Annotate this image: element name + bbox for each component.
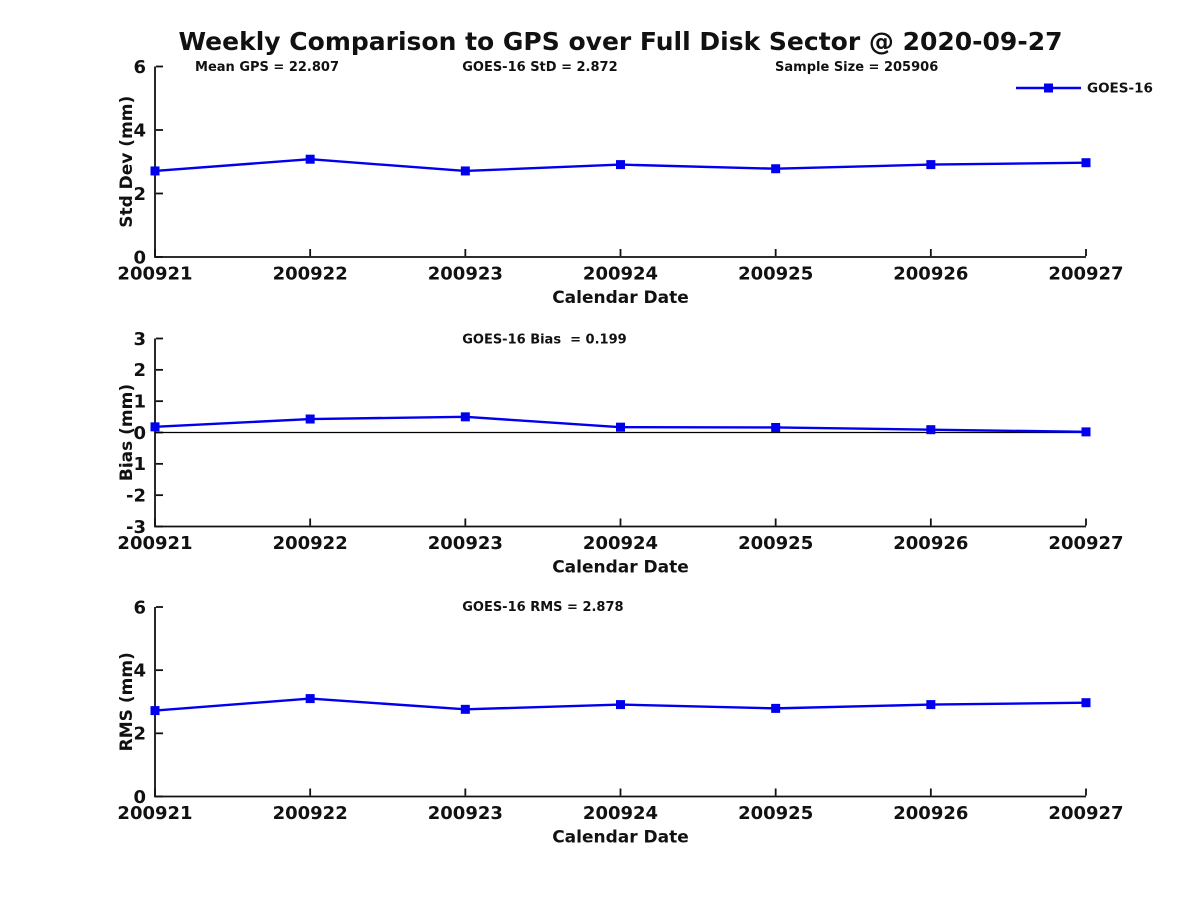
data-point-marker	[926, 700, 936, 710]
x-tick-label: 200927	[1048, 803, 1123, 824]
stat-annotation: GOES-16 RMS = 2.878	[462, 600, 623, 615]
data-point-marker	[616, 422, 625, 432]
y-tick-label: 3	[133, 329, 146, 350]
x-axis-title: Calendar Date	[552, 558, 689, 578]
x-tick-label: 200927	[1048, 264, 1123, 285]
y-tick-label: -3	[126, 517, 146, 538]
x-tick-label: 200921	[117, 803, 192, 824]
x-tick-label: 200923	[428, 533, 503, 554]
y-tick-label: 6	[133, 57, 146, 78]
data-point-marker	[771, 422, 781, 432]
x-tick-label: 200921	[117, 533, 192, 554]
x-tick-label: 200926	[893, 533, 968, 554]
data-point-marker	[1081, 158, 1091, 168]
y-tick-label: 2	[133, 724, 146, 745]
x-tick-label: 200925	[738, 264, 813, 285]
x-tick-label: 200922	[273, 803, 348, 824]
y-tick-label: 6	[133, 597, 146, 618]
x-tick-label: 200927	[1048, 533, 1123, 554]
data-point-marker	[616, 700, 625, 710]
x-tick-label: 200923	[428, 803, 503, 824]
x-tick-label: 200925	[738, 533, 813, 554]
data-point-marker	[1081, 698, 1091, 708]
y-axis-title: Bias (mm)	[117, 384, 137, 481]
data-point-marker	[460, 704, 470, 714]
x-axis-title: Calendar Date	[552, 828, 689, 848]
data-point-marker	[460, 166, 470, 176]
x-tick-label: 200926	[893, 264, 968, 285]
legend-marker	[1044, 83, 1053, 93]
data-point-marker	[150, 166, 160, 176]
y-tick-label: 2	[133, 184, 146, 205]
data-point-marker	[926, 425, 936, 435]
y-tick-label: 4	[133, 660, 146, 681]
legend: GOES-16	[1016, 81, 1153, 97]
y-tick-label: 2	[133, 360, 146, 381]
y-tick-label: 4	[133, 120, 146, 141]
data-point-marker	[1081, 427, 1091, 437]
data-point-marker	[305, 414, 315, 424]
x-axis-title: Calendar Date	[552, 288, 689, 308]
subplot-bias: -3 -2 -1 0 1 2 3 200921 200922 200923 200924 200925…	[117, 329, 1124, 578]
stat-annotation: GOES-16 StD = 2.872	[462, 60, 617, 75]
data-point-marker	[460, 412, 470, 422]
data-point-marker	[150, 706, 160, 716]
y-tick-label: 0	[133, 247, 146, 268]
data-point-marker	[771, 703, 781, 713]
x-tick-label: 200925	[738, 803, 813, 824]
data-point-marker	[926, 160, 936, 170]
x-tick-label: 200923	[428, 264, 503, 285]
stat-annotation: Mean GPS = 22.807	[195, 60, 339, 75]
y-tick-label: -1	[126, 454, 146, 475]
y-tick-label: 0	[133, 423, 146, 444]
x-tick-label: 200922	[273, 264, 348, 285]
x-tick-label: 200924	[583, 264, 658, 285]
data-point-marker	[771, 164, 781, 174]
x-tick-label: 200921	[117, 264, 192, 285]
figure-title: Weekly Comparison to GPS over Full Disk …	[179, 27, 1063, 56]
y-tick-label: -2	[126, 485, 146, 506]
subplot-stddev: 0 2 4 6 200921 200922 200923 200924 200925 200926…	[117, 57, 1124, 308]
x-tick-label: 200924	[583, 533, 658, 554]
y-tick-label: 0	[133, 787, 146, 808]
y-axis-title: Std Dev (mm)	[117, 96, 137, 228]
y-tick-label: 1	[133, 391, 146, 412]
legend-label: GOES-16	[1087, 81, 1153, 97]
data-point-marker	[305, 694, 315, 704]
stat-annotation: GOES-16 Bias = 0.199	[462, 333, 626, 348]
stat-annotation: Sample Size = 205906	[775, 60, 938, 75]
data-point-marker	[305, 154, 315, 164]
x-tick-label: 200924	[583, 803, 658, 824]
data-point-marker	[150, 422, 160, 432]
x-tick-label: 200926	[893, 803, 968, 824]
x-tick-label: 200922	[273, 533, 348, 554]
subplot-rms: 0 2 4 6 200921 200922 200923 200924 200925 200926…	[117, 597, 1124, 847]
data-point-marker	[616, 160, 625, 170]
y-axis-title: RMS (mm)	[117, 652, 137, 751]
